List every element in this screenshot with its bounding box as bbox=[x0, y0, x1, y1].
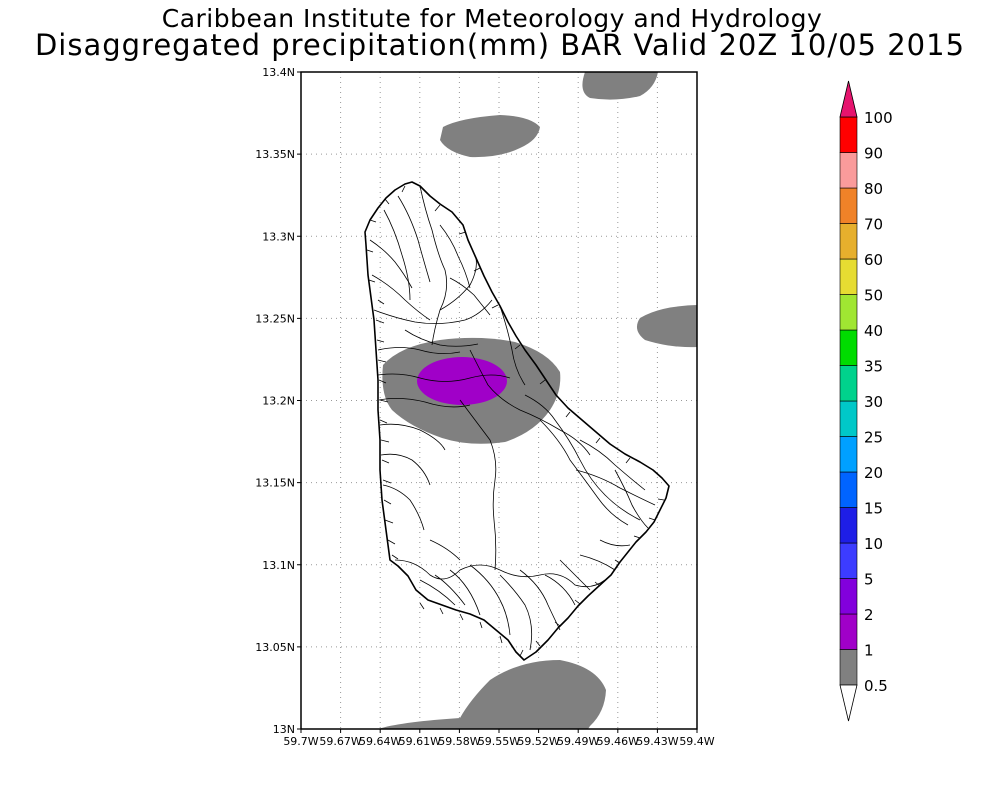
lat-tick-label: 13N bbox=[273, 723, 295, 736]
colorbar-label: 5 bbox=[864, 571, 874, 589]
title-line-2: Disaggregated precipitation(mm) BAR Vali… bbox=[34, 28, 966, 62]
lon-tick-label: 59.49W bbox=[557, 735, 599, 748]
colorbar-label: 30 bbox=[864, 393, 883, 411]
lat-tick-label: 13.1N bbox=[262, 559, 295, 572]
lon-tick-label: 59.7W bbox=[283, 735, 318, 748]
colorbar-segment bbox=[839, 187, 858, 224]
lat-tick-label: 13.2N bbox=[262, 395, 295, 408]
precip-blob-top-right bbox=[582, 72, 658, 100]
precip-blob-right bbox=[636, 305, 697, 348]
lat-tick-label: 13.05N bbox=[255, 641, 295, 654]
colorbar-segment bbox=[839, 116, 858, 153]
colorbar-label: 2 bbox=[864, 606, 874, 624]
colorbar-label: 35 bbox=[864, 358, 883, 376]
colorbar-label: 10 bbox=[864, 535, 883, 553]
colorbar-segment bbox=[839, 329, 858, 366]
colorbar-label: 0.5 bbox=[864, 677, 888, 695]
colorbar-segment bbox=[839, 578, 858, 615]
lon-tick-label: 59.55W bbox=[478, 735, 520, 748]
colorbar-label: 25 bbox=[864, 429, 883, 447]
colorbar-segment bbox=[839, 542, 858, 579]
lon-tick-label: 59.61W bbox=[399, 735, 441, 748]
longitude-axis: 59.7W 59.67W59.64W59.61W59.58W59.55W59.52… bbox=[283, 729, 715, 748]
lon-tick-label: 59.4W bbox=[679, 735, 714, 748]
colorbar-segment bbox=[839, 258, 858, 295]
colorbar-label: 60 bbox=[864, 251, 883, 269]
lat-tick-label: 13.25N bbox=[255, 312, 295, 325]
lon-tick-label: 59.43W bbox=[636, 735, 678, 748]
lon-tick-label: 59.46W bbox=[597, 735, 639, 748]
drainage-lines bbox=[369, 185, 656, 651]
colorbar-label: 100 bbox=[864, 109, 893, 127]
colorbar-segment bbox=[839, 152, 858, 189]
colorbar-segment bbox=[839, 613, 858, 650]
colorbar-segment bbox=[839, 649, 858, 686]
colorbar-segment bbox=[839, 436, 858, 473]
colorbar-label: 50 bbox=[864, 287, 883, 305]
latitude-axis: 13.4N 13.35N 13.3N 13.25N 13.2N 13.15N 13.1N 13… bbox=[255, 66, 301, 736]
colorbar-label: 80 bbox=[864, 180, 883, 198]
colorbar-segment bbox=[839, 294, 858, 331]
colorbar-segment bbox=[839, 507, 858, 544]
colorbar-label: 70 bbox=[864, 216, 883, 234]
colorbar-below-triangle bbox=[839, 684, 858, 722]
colorbar-label: 20 bbox=[864, 464, 883, 482]
lon-tick-label: 59.64W bbox=[359, 735, 401, 748]
colorbar-label: 90 bbox=[864, 145, 883, 163]
colorbar-label: 1 bbox=[864, 642, 874, 660]
colorbar-label: 15 bbox=[864, 500, 883, 518]
grid-lines bbox=[301, 72, 697, 729]
lon-tick-label: 59.58W bbox=[438, 735, 480, 748]
colorbar-label: 40 bbox=[864, 322, 883, 340]
precip-shading bbox=[378, 72, 697, 729]
lon-tick-label: 59.67W bbox=[319, 735, 361, 748]
colorbar-segment bbox=[839, 365, 858, 402]
colorbar-segment bbox=[839, 223, 858, 260]
colorbar-segment bbox=[839, 471, 858, 508]
lat-tick-label: 13.35N bbox=[255, 148, 295, 161]
lat-tick-label: 13.15N bbox=[255, 477, 295, 490]
colorbar-above-triangle bbox=[839, 80, 858, 118]
title-line-1: Caribbean Institute for Meteorology and … bbox=[161, 4, 823, 33]
lat-tick-label: 13.3N bbox=[262, 230, 295, 243]
lat-tick-label: 13.4N bbox=[262, 66, 295, 79]
precip-blob-bottom bbox=[378, 660, 606, 729]
colorbar-segment bbox=[839, 400, 858, 437]
precip-blob-top-center bbox=[440, 115, 540, 158]
precip-core-purple bbox=[417, 357, 507, 405]
barbados-coastline bbox=[364, 181, 670, 661]
lon-tick-label: 59.52W bbox=[517, 735, 559, 748]
